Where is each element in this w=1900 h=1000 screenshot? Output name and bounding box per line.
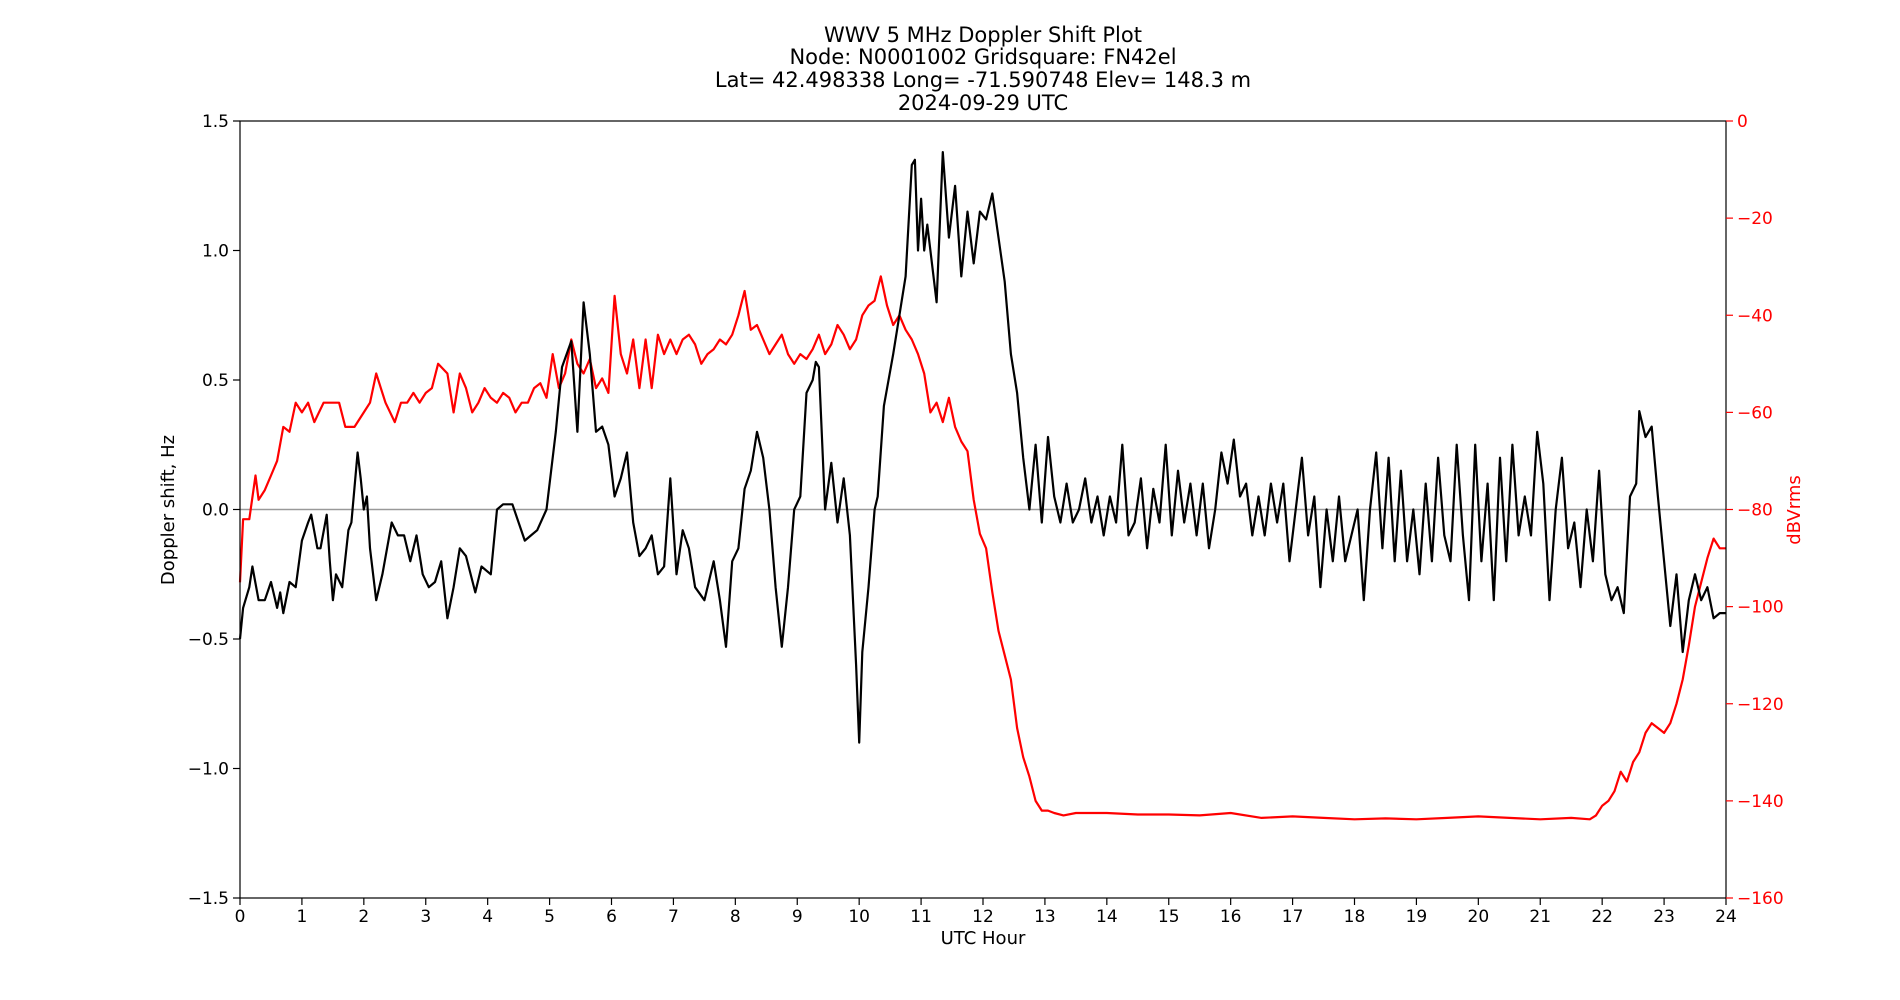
title-line-3: Lat= 42.498338 Long= -71.590748 Elev= 14… [715, 68, 1251, 92]
x-tick-label: 8 [730, 907, 741, 927]
x-tick-label: 14 [1096, 907, 1118, 927]
x-tick-label: 22 [1591, 907, 1613, 927]
x-tick-label: 20 [1468, 907, 1490, 927]
x-tick-label: 3 [420, 907, 431, 927]
left-y-axis-label: Doppler shift, Hz [158, 435, 179, 585]
x-tick-label: 2 [358, 907, 369, 927]
right-tick-label: −40 [1737, 306, 1773, 326]
power-line [238, 275, 1726, 821]
x-tick-label: 5 [544, 907, 555, 927]
left-tick-label: 1.5 [202, 112, 229, 132]
left-tick-label: 0.0 [202, 501, 229, 521]
x-tick-label: 15 [1158, 907, 1180, 927]
right-tick-label: 0 [1737, 112, 1748, 132]
x-tick-label: 4 [482, 907, 493, 927]
x-axis-label: UTC Hour [941, 928, 1026, 949]
title-line-2: Node: N0001002 Gridsquare: FN42el [789, 45, 1176, 69]
left-tick-label: 0.5 [202, 371, 229, 391]
right-y-axis: 0 −20 −40 −60 −80 −100 −120 −140 −160 [1726, 112, 1784, 909]
x-tick-label: 1 [297, 907, 308, 927]
x-tick-label: 10 [848, 907, 870, 927]
right-tick-label: −120 [1737, 695, 1784, 715]
x-tick-label: 17 [1282, 907, 1304, 927]
right-y-axis-label: dBVrms [1784, 475, 1805, 545]
title-line-4: 2024-09-29 UTC [898, 91, 1068, 115]
doppler-line [238, 151, 1726, 744]
right-tick-label: −140 [1737, 792, 1784, 812]
x-tick-label: 0 [235, 907, 246, 927]
power-series [238, 275, 1726, 821]
x-tick-label: 6 [606, 907, 617, 927]
right-tick-label: −100 [1737, 598, 1784, 618]
x-tick-label: 19 [1406, 907, 1428, 927]
left-tick-label: −1.0 [188, 760, 229, 780]
x-tick-label: 11 [910, 907, 932, 927]
title-line-1: WWV 5 MHz Doppler Shift Plot [824, 23, 1142, 47]
x-tick-label: 13 [1034, 907, 1056, 927]
left-y-axis: 1.5 1.0 0.5 0.0 −0.5 −1.0 −1.5 [188, 112, 240, 909]
right-tick-label: −60 [1737, 403, 1773, 423]
chart-title: WWV 5 MHz Doppler Shift Plot Node: N0001… [715, 23, 1251, 115]
x-axis: 0 1 2 3 4 5 6 7 8 9 10 11 12 13 14 15 16 17 18 19 20 21 22 23 24 [235, 898, 1737, 927]
left-tick-label: −0.5 [188, 630, 229, 650]
x-tick-label: 7 [668, 907, 679, 927]
right-tick-label: −80 [1737, 501, 1773, 521]
left-tick-label: 1.0 [202, 242, 229, 262]
x-tick-label: 18 [1344, 907, 1366, 927]
right-tick-label: −20 [1737, 209, 1773, 229]
x-tick-label: 24 [1715, 907, 1737, 927]
x-tick-label: 21 [1529, 907, 1551, 927]
left-tick-label: −1.5 [188, 889, 229, 909]
x-tick-label: 16 [1220, 907, 1242, 927]
x-tick-label: 12 [972, 907, 994, 927]
x-tick-label: 9 [792, 907, 803, 927]
right-tick-label: −160 [1737, 889, 1784, 909]
doppler-series [238, 151, 1726, 744]
x-tick-label: 23 [1653, 907, 1675, 927]
